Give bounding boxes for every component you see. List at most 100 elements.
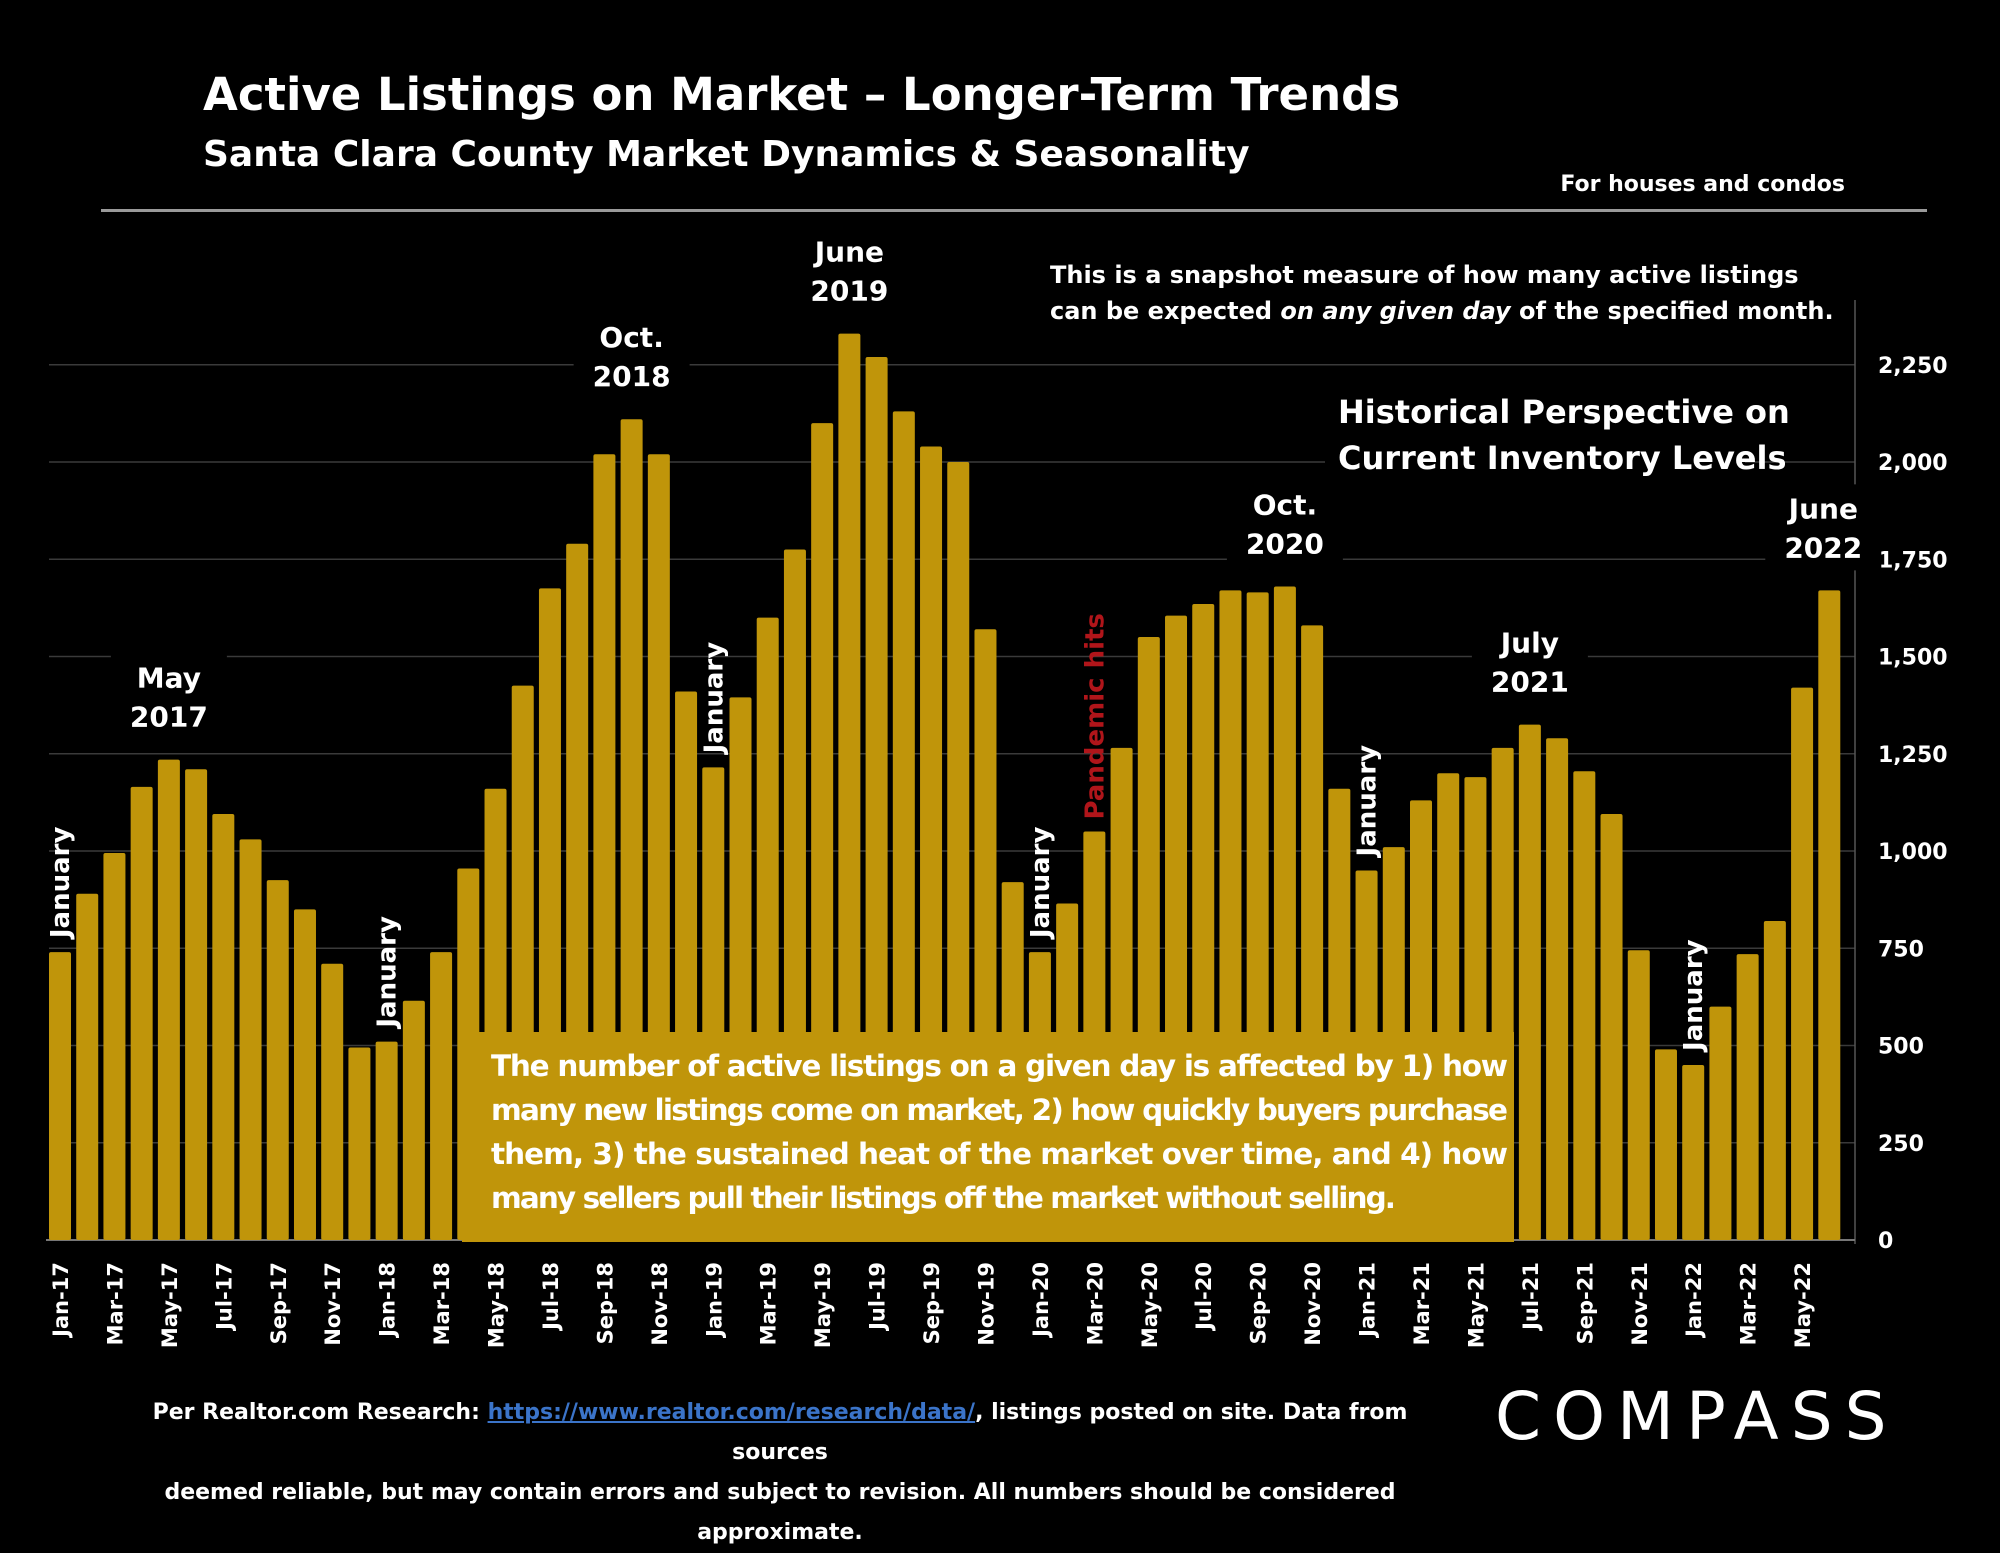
peak-annotation: May — [137, 662, 201, 695]
x-tick-label: Sep-18 — [593, 1262, 617, 1344]
january-label: January — [1679, 939, 1709, 1053]
chart-title: Active Listings on Market – Longer-Term … — [203, 68, 1401, 121]
bar — [239, 839, 262, 1240]
y-tick-label: 2,250 — [1878, 354, 1948, 379]
footer-prefix: Per Realtor.com Research: — [152, 1400, 488, 1425]
snapshot-note-line2: can be expected on any given day of the … — [1050, 297, 1834, 325]
pandemic-label: Pandemic hits — [1080, 613, 1110, 819]
chart-subtitle: Santa Clara County Market Dynamics & Sea… — [203, 134, 1250, 175]
bar — [293, 909, 316, 1240]
bar — [321, 963, 344, 1240]
x-tick-label: Mar-18 — [430, 1262, 454, 1345]
peak-annotation: June — [813, 236, 884, 269]
footer-disclaimer: deemed reliable, but may contain errors … — [164, 1480, 1396, 1545]
bar — [1600, 814, 1623, 1240]
annotation-backdrop — [1765, 484, 1882, 571]
annotation-backdrop — [1471, 618, 1588, 705]
x-tick-label: Nov-19 — [974, 1262, 998, 1346]
x-tick-label: Jan-20 — [1029, 1262, 1053, 1339]
january-label: January — [1353, 745, 1383, 859]
bar — [212, 814, 235, 1240]
bar — [49, 952, 71, 1240]
bar-chart: 0 250 500 750 1,000 1,250 1,500 1,750 2,000 2,250… — [46, 227, 1948, 1349]
peak-annotation: 2022 — [1784, 531, 1862, 564]
x-tick-label: May-17 — [158, 1262, 182, 1348]
snapshot-note-part: can be expected — [1050, 297, 1280, 325]
peak-annotation: 2019 — [810, 275, 888, 308]
snapshot-note-part: of the specified month. — [1511, 297, 1834, 325]
source-link[interactable]: https://www.realtor.com/research/data/ — [487, 1400, 976, 1425]
bar — [103, 852, 126, 1240]
annotation-backdrop — [1226, 480, 1343, 567]
x-tick-label: Nov-18 — [648, 1262, 672, 1346]
y-tick-label: 500 — [1878, 1035, 1924, 1060]
bar — [1818, 590, 1841, 1240]
bar — [185, 769, 208, 1240]
y-tick-label: 2,000 — [1878, 451, 1948, 476]
peak-annotation: 2017 — [130, 701, 208, 734]
callout-box — [462, 1032, 1514, 1242]
bar — [1654, 1049, 1677, 1240]
bar — [375, 1041, 398, 1240]
snapshot-note-line1: This is a snapshot measure of how many a… — [1050, 261, 1799, 289]
x-tick-label: Jul-19 — [866, 1262, 890, 1332]
bar — [1682, 1064, 1705, 1240]
x-tick-label: Jan-17 — [49, 1262, 73, 1339]
callout-text: many new listings come on market, 2) how… — [491, 1093, 1508, 1127]
x-tick-label: Mar-20 — [1083, 1262, 1107, 1345]
peak-annotation: July — [1499, 627, 1559, 660]
x-tick-label: May-22 — [1791, 1262, 1815, 1348]
january-label: January — [373, 916, 403, 1030]
compass-logo: COMPASS — [1495, 1378, 1899, 1455]
january-label: January — [1026, 827, 1056, 941]
january-label: January — [46, 827, 76, 941]
perspective-backdrop — [1325, 388, 1745, 480]
annotation-backdrop — [791, 227, 908, 314]
snapshot-note-emphasis: on any given day — [1280, 297, 1512, 325]
bar — [402, 1000, 425, 1240]
x-tick-label: May-19 — [811, 1262, 835, 1348]
bar — [1763, 921, 1786, 1240]
bar — [1518, 724, 1541, 1240]
bar — [157, 759, 180, 1240]
bar — [1546, 738, 1569, 1240]
peak-annotation: 2020 — [1246, 527, 1324, 560]
perspective-note: Historical Perspective on — [1338, 393, 1790, 431]
callout-text: The number of active listings on a given… — [491, 1049, 1508, 1083]
bar — [1573, 771, 1596, 1240]
peak-annotation: 2021 — [1491, 666, 1569, 699]
annotation-backdrop — [110, 653, 227, 740]
x-tick-label: Sep-17 — [267, 1262, 291, 1344]
annotation-backdrop — [573, 313, 690, 400]
source-footer: Per Realtor.com Research: https://www.re… — [130, 1393, 1430, 1553]
january-label: January — [699, 642, 729, 756]
callout-text: them, 3) the sustained heat of the marke… — [491, 1137, 1508, 1171]
y-tick-label: 1,500 — [1878, 646, 1948, 671]
bar — [348, 1047, 371, 1240]
callout-text: many sellers pull their listings off the… — [491, 1181, 1396, 1215]
x-tick-label: Nov-21 — [1628, 1262, 1652, 1346]
bar — [1709, 1006, 1732, 1240]
x-tick-label: Jan-21 — [1356, 1262, 1380, 1339]
bar — [838, 333, 861, 1240]
bar — [1627, 950, 1650, 1240]
perspective-note: Current Inventory Levels — [1338, 439, 1787, 477]
x-tick-label: Sep-21 — [1573, 1262, 1597, 1344]
bar — [865, 356, 888, 1241]
peak-annotation: Oct. — [1253, 488, 1317, 521]
y-tick-label: 1,000 — [1878, 840, 1948, 865]
x-tick-label: Mar-19 — [757, 1262, 781, 1345]
bar — [1736, 954, 1759, 1240]
x-tick-label: Mar-22 — [1737, 1262, 1761, 1345]
x-tick-label: Jan-19 — [702, 1262, 726, 1339]
bar — [430, 952, 453, 1240]
x-tick-label: Jul-18 — [539, 1262, 563, 1332]
x-tick-label: Sep-20 — [1247, 1262, 1271, 1344]
bar — [76, 893, 99, 1240]
y-tick-label: 0 — [1878, 1229, 1893, 1254]
x-tick-label: Jul-21 — [1519, 1262, 1543, 1332]
x-tick-label: May-20 — [1138, 1262, 1162, 1348]
x-tick-label: Sep-19 — [920, 1262, 944, 1344]
header-divider — [101, 209, 1927, 212]
peak-annotation: Oct. — [599, 321, 663, 354]
